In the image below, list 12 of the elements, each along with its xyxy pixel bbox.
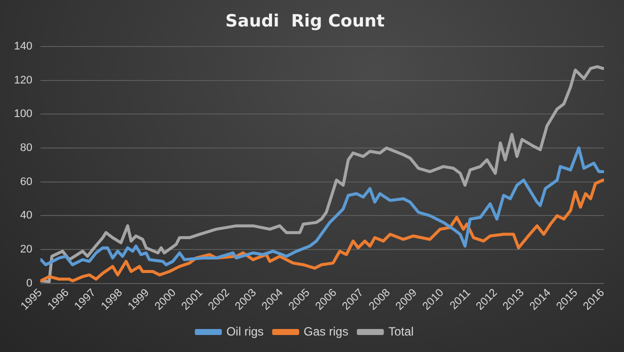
chart-title: Saudi Rig Count xyxy=(225,12,385,32)
y-tick-label: 140 xyxy=(14,40,32,52)
y-tick-label: 120 xyxy=(14,74,32,86)
y-tick-label: 80 xyxy=(20,142,32,154)
legend-label: Gas rigs xyxy=(304,324,348,338)
legend-label: Total xyxy=(388,324,414,338)
y-tick-label: 0 xyxy=(26,277,32,290)
y-tick-label: 100 xyxy=(14,108,32,120)
y-tick-label: 40 xyxy=(20,210,32,222)
y-tick-label: 20 xyxy=(20,244,32,256)
y-tick-label: 60 xyxy=(20,176,32,188)
legend-label: Oil rigs xyxy=(226,324,264,338)
